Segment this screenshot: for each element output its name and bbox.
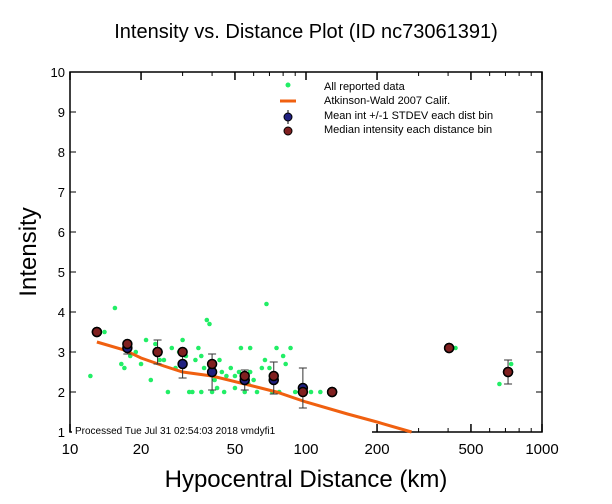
data-point <box>148 377 154 383</box>
x-tick-label: 50 <box>227 441 244 458</box>
data-point <box>207 321 212 327</box>
data-point <box>186 389 192 395</box>
data-point <box>138 361 144 367</box>
data-point <box>217 357 222 363</box>
data-point <box>88 373 93 379</box>
data-point <box>157 357 163 363</box>
y-tick-label: 8 <box>58 145 65 160</box>
data-point <box>221 389 227 395</box>
data-point <box>274 345 279 351</box>
data-point <box>122 365 127 371</box>
data-point <box>165 389 171 395</box>
data-point <box>224 373 229 379</box>
legend-marker-median <box>283 126 293 136</box>
legend-label-model: Atkinson-Wald 2007 Calif. <box>324 95 450 107</box>
median-marker <box>177 346 188 358</box>
data-point <box>228 365 234 371</box>
x-axis-label: Hypocentral Distance (km) <box>165 466 448 493</box>
y-tick-label: 4 <box>58 305 65 320</box>
x-tick-label: 100 <box>293 441 318 458</box>
data-point <box>497 381 502 387</box>
y-tick-label: 2 <box>58 385 65 400</box>
processed-footer: Processed Tue Jul 31 02:54:03 2018 vmdyf… <box>75 426 276 437</box>
legend-marker-mean <box>283 112 293 122</box>
x-tick-label: 500 <box>458 441 483 458</box>
data-point <box>283 361 288 367</box>
median-marker <box>91 326 103 338</box>
data-point <box>190 389 195 395</box>
data-point <box>267 365 272 371</box>
data-point <box>292 389 298 395</box>
data-point <box>232 385 238 391</box>
data-point <box>238 345 244 351</box>
data-point <box>196 345 201 351</box>
x-tick-label: 20 <box>133 441 150 458</box>
atkinson-wald-curve <box>96 340 412 434</box>
legend-label-median: Median intensity each distance bin <box>324 124 492 136</box>
data-point <box>198 389 204 395</box>
legend-label-all: All reported data <box>324 81 406 93</box>
y-tick-label: 7 <box>58 185 65 200</box>
data-point <box>508 361 514 367</box>
data-point <box>219 369 225 375</box>
data-point <box>112 305 118 311</box>
legend-label-mean: Mean int +/-1 STDEV each dist bin <box>324 110 493 122</box>
y-tick-label: 6 <box>58 225 65 240</box>
data-point <box>318 389 323 395</box>
data-point <box>254 389 260 395</box>
data-point <box>212 377 217 383</box>
median-marker <box>268 370 279 382</box>
median-marker <box>152 346 163 358</box>
data-point <box>204 317 210 323</box>
median-marker <box>326 386 338 398</box>
chart-title: Intensity vs. Distance Plot (ID nc730613… <box>114 21 498 43</box>
median-marker <box>297 386 309 398</box>
data-point <box>193 357 198 363</box>
x-tick-label: 10 <box>62 441 79 458</box>
data-point <box>153 341 158 347</box>
median-marker <box>206 358 218 370</box>
data-point <box>102 329 107 335</box>
data-point <box>308 389 314 395</box>
data-point <box>236 369 242 375</box>
data-point <box>133 349 139 355</box>
y-tick-label: 3 <box>58 345 65 360</box>
x-tick-label: 1000 <box>525 441 558 458</box>
y-tick-label: 10 <box>51 65 65 80</box>
x-tick-label: 200 <box>365 441 390 458</box>
data-point <box>262 357 268 363</box>
data-point <box>143 337 149 343</box>
legend-marker-all <box>285 82 291 88</box>
median-marker <box>443 342 455 354</box>
data-point <box>453 345 458 351</box>
data-point <box>251 377 256 383</box>
data-point <box>209 389 215 395</box>
data-point <box>214 385 220 391</box>
data-point <box>169 345 175 351</box>
median-marker <box>122 338 133 350</box>
data-point <box>288 345 293 351</box>
footer-bg <box>72 424 372 437</box>
y-tick-label: 5 <box>58 265 65 280</box>
data-point <box>161 357 167 363</box>
y-axis-label: Intensity <box>15 207 42 296</box>
data-point <box>232 373 238 379</box>
data-point <box>259 365 265 371</box>
data-point <box>247 345 253 351</box>
data-point <box>280 353 286 359</box>
data-point <box>264 301 269 307</box>
data-point <box>198 353 204 359</box>
data-point <box>119 361 124 367</box>
median-marker <box>502 366 514 378</box>
median-marker <box>239 370 250 382</box>
data-point <box>242 389 248 395</box>
y-tick-label: 9 <box>58 105 65 120</box>
y-tick-label: 1 <box>58 425 65 440</box>
mean-marker <box>177 358 188 370</box>
data-point <box>180 337 185 343</box>
data-point <box>201 365 207 371</box>
legend: All reported data Atkinson-Wald 2007 Cal… <box>280 81 493 136</box>
